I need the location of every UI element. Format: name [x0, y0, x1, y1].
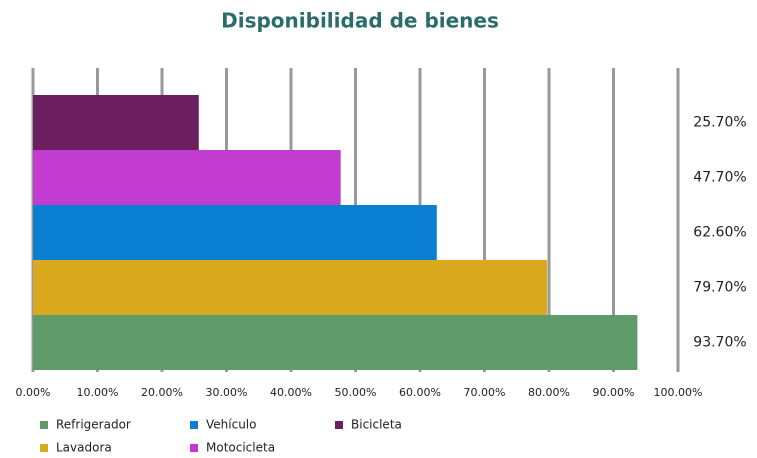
x-tick-label: 0.00% [16, 386, 51, 399]
chart-title: Disponibilidad de bienes [221, 9, 499, 33]
legend-swatch [190, 421, 198, 429]
bar [33, 205, 437, 260]
value-label: 62.60% [693, 225, 746, 241]
legend-swatch [335, 421, 343, 429]
x-tick-label: 50.00% [335, 386, 377, 399]
legend-label: Motocicleta [206, 441, 275, 455]
value-label: 79.70% [693, 280, 746, 296]
legend-label: Lavadora [56, 441, 112, 455]
x-tick-label: 70.00% [464, 386, 506, 399]
x-tick-label: 60.00% [399, 386, 441, 399]
value-label: 47.70% [693, 170, 746, 186]
legend-label: Refrigerador [56, 418, 131, 432]
value-label: 25.70% [693, 115, 746, 131]
x-tick-label: 40.00% [270, 386, 312, 399]
x-tick-label: 100.00% [654, 386, 703, 399]
bar [33, 315, 638, 370]
x-tick-label: 30.00% [206, 386, 248, 399]
bar [33, 150, 341, 205]
legend-swatch [40, 421, 48, 429]
legend-label: Vehículo [206, 418, 256, 432]
bar [33, 95, 199, 150]
legend-swatch [40, 444, 48, 452]
x-tick-label: 10.00% [77, 386, 119, 399]
value-label: 93.70% [693, 335, 746, 351]
x-tick-label: 20.00% [141, 386, 183, 399]
legend-label: Bicicleta [351, 418, 402, 432]
bar [33, 260, 548, 315]
legend-swatch [190, 444, 198, 452]
x-tick-label: 90.00% [593, 386, 635, 399]
x-tick-label: 80.00% [528, 386, 570, 399]
